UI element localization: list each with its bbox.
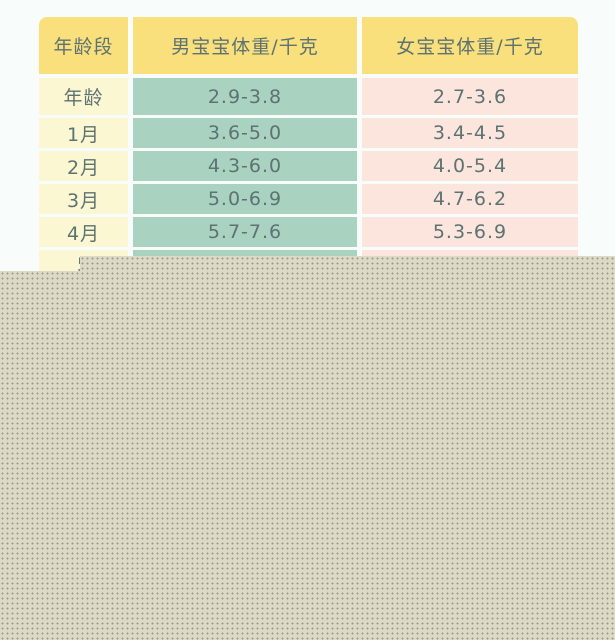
header-age: 年龄段 — [39, 17, 128, 74]
table-row: 4月 5.7-7.6 5.3-6.9 — [39, 217, 578, 247]
age-cell: 1月 — [39, 118, 128, 148]
boy-weight-cell: 5.7-7.6 — [133, 217, 357, 247]
weight-table: 年龄段 男宝宝体重/千克 女宝宝体重/千克 年龄 2.9-3.8 2.7-3.6 1月… — [39, 17, 578, 283]
girl-weight-cell: 5.3-6.9 — [362, 217, 578, 247]
age-cell: 4月 — [39, 217, 128, 247]
age-cell: 年龄 — [39, 78, 128, 115]
girl-weight-cell: 4.7-6.2 — [362, 184, 578, 214]
boy-weight-cell: 3.6-5.0 — [133, 118, 357, 148]
girl-weight-cell: 2.7-3.6 — [362, 78, 578, 115]
loading-placeholder-overlay — [0, 271, 615, 640]
table-row: 1月 3.6-5.0 3.4-4.5 — [39, 118, 578, 148]
table-row: 年龄 2.9-3.8 2.7-3.6 — [39, 78, 578, 115]
age-cell: 3月 — [39, 184, 128, 214]
table-row: 2月 4.3-6.0 4.0-5.4 — [39, 151, 578, 181]
boy-weight-cell: 5.0-6.9 — [133, 184, 357, 214]
boy-weight-cell: 2.9-3.8 — [133, 78, 357, 115]
table-header: 年龄段 男宝宝体重/千克 女宝宝体重/千克 — [39, 17, 578, 74]
loading-placeholder-overlay — [80, 256, 615, 272]
girl-weight-cell: 4.0-5.4 — [362, 151, 578, 181]
table-row: 3月 5.0-6.9 4.7-6.2 — [39, 184, 578, 214]
header-boy-weight: 男宝宝体重/千克 — [133, 17, 357, 74]
girl-weight-cell: 3.4-4.5 — [362, 118, 578, 148]
boy-weight-cell: 4.3-6.0 — [133, 151, 357, 181]
age-cell: 2月 — [39, 151, 128, 181]
header-girl-weight: 女宝宝体重/千克 — [362, 17, 578, 74]
